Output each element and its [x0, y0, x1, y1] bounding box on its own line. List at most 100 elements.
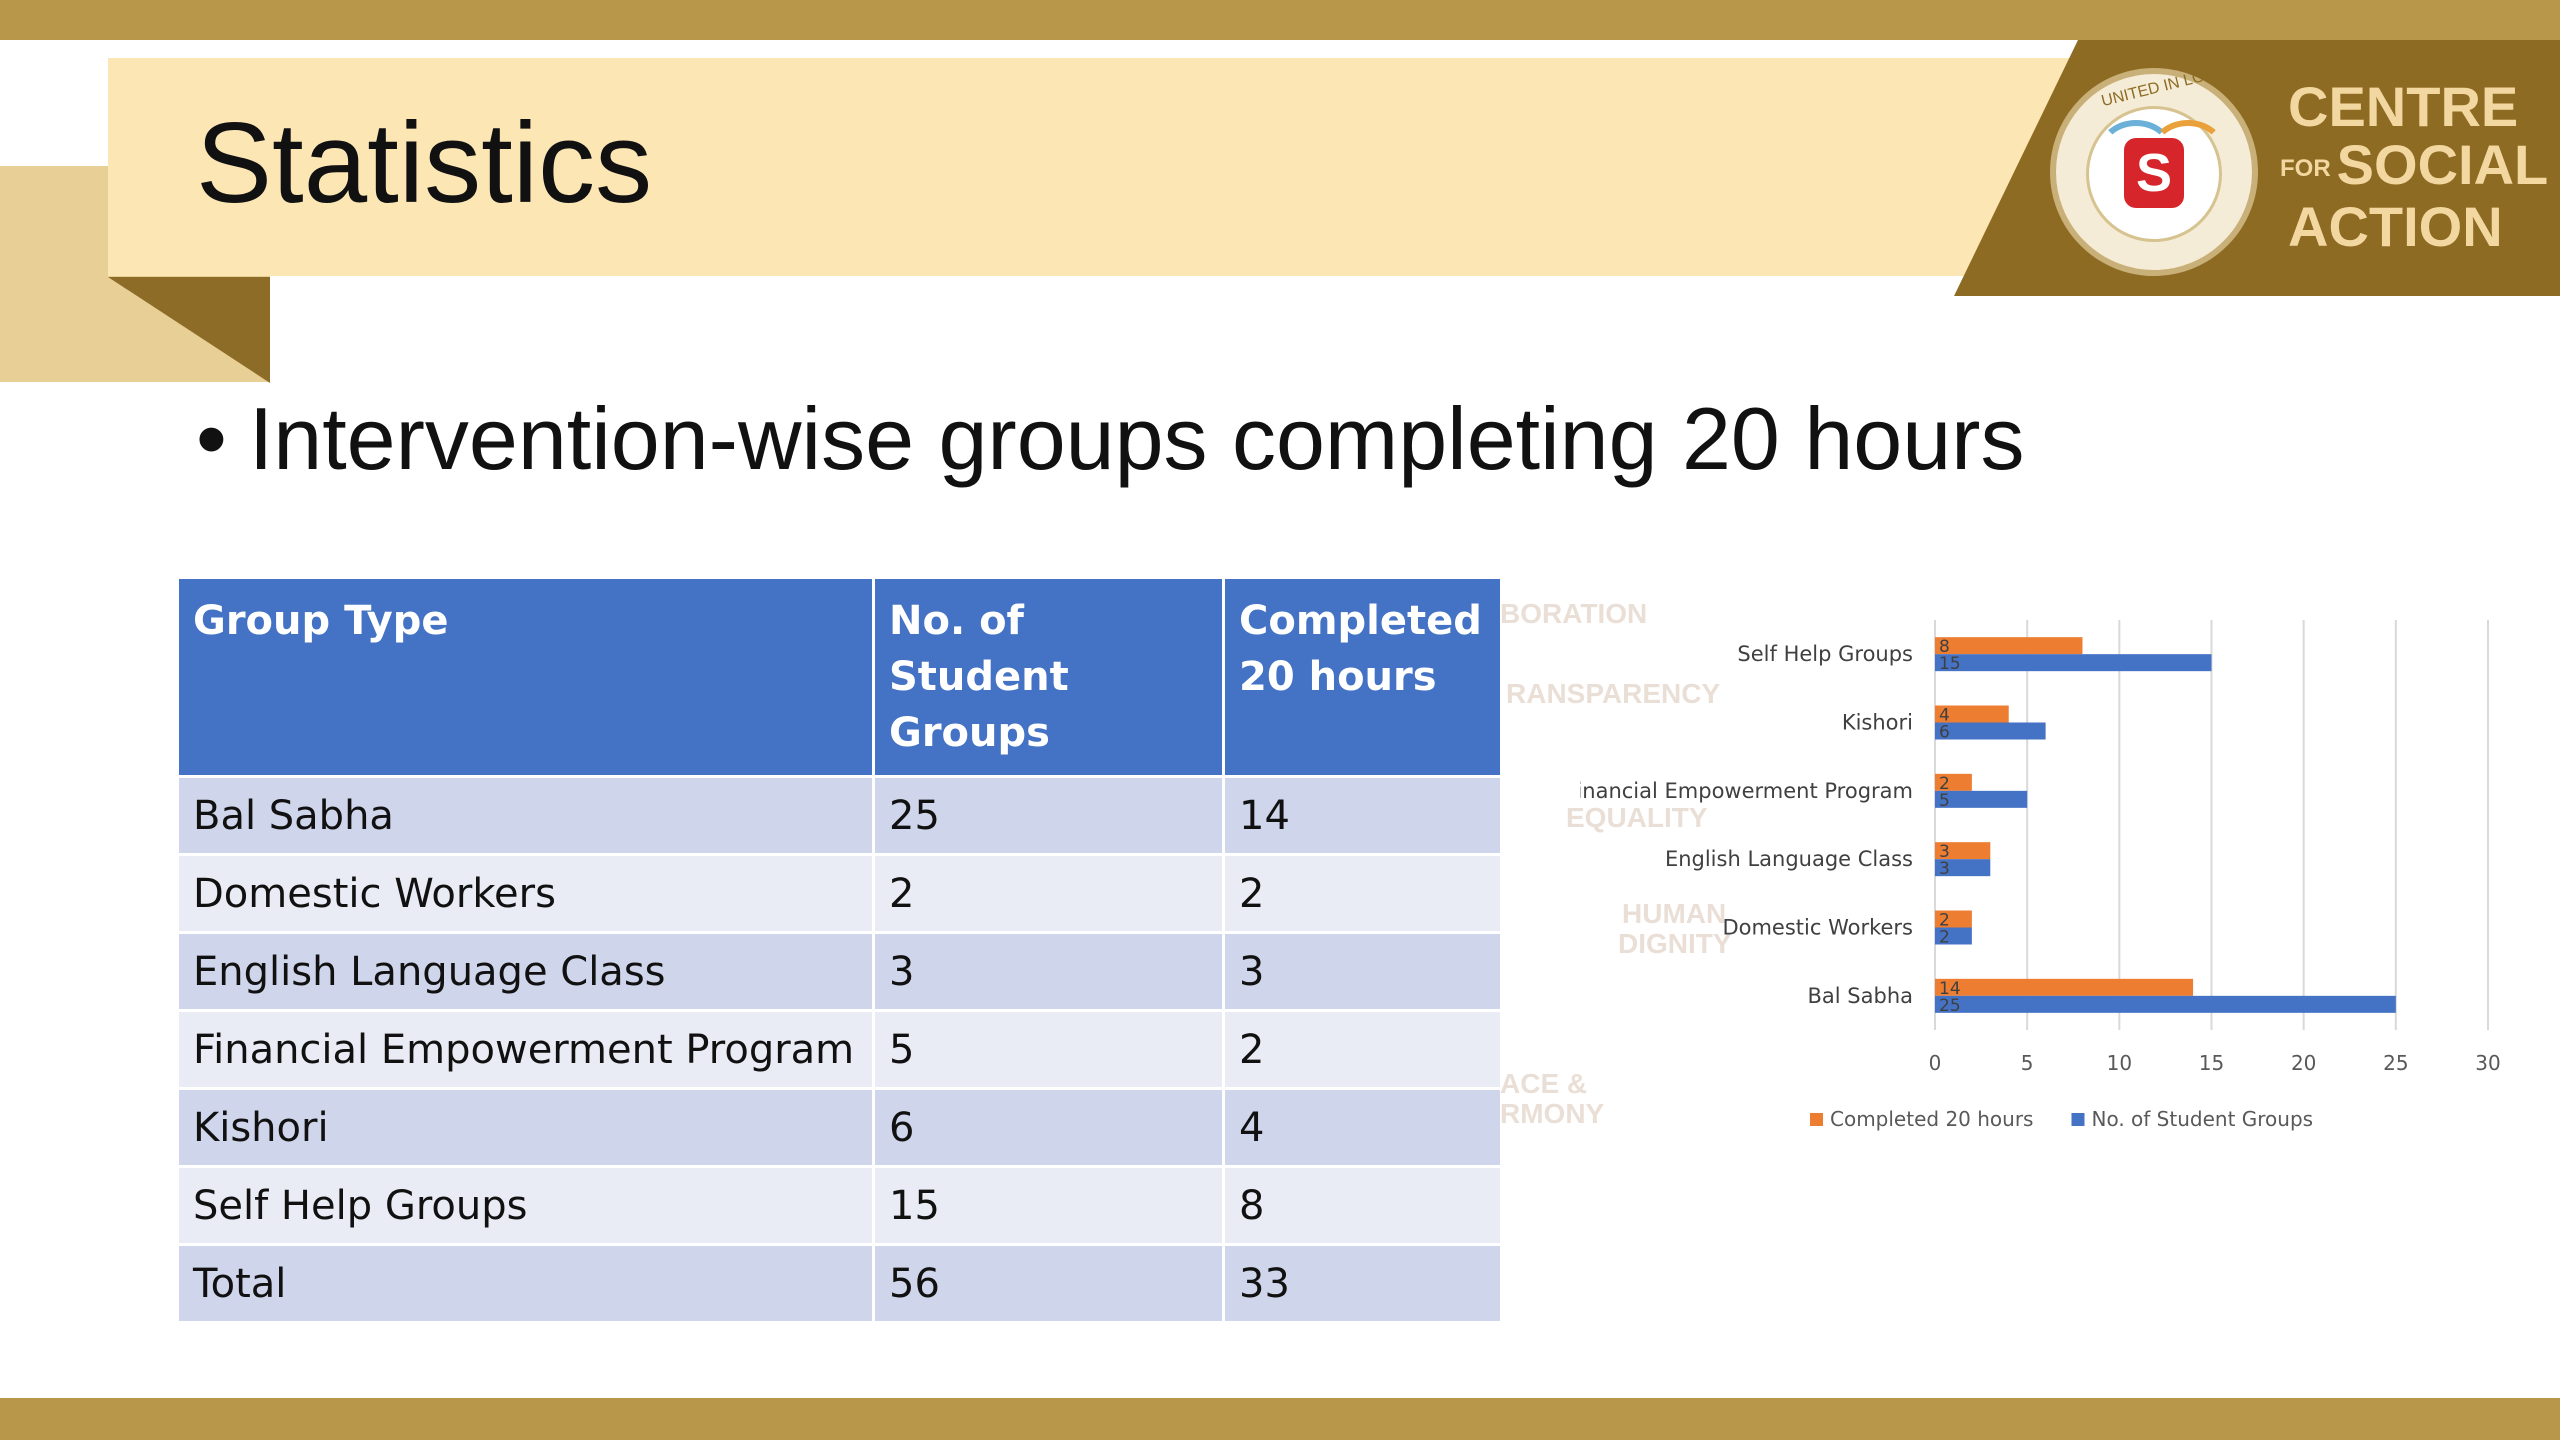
cell-student-groups: 5	[875, 1012, 1222, 1087]
bar	[1935, 773, 1972, 791]
table-row: Financial Empowerment Program 5 2	[179, 1012, 1500, 1087]
cell-completed: 8	[1225, 1168, 1500, 1243]
watermark-word: EQUALITY	[1566, 802, 1708, 833]
bar	[1935, 995, 2396, 1013]
cell-student-groups: 6	[875, 1090, 1222, 1165]
bar-chart: 0 5 10 15 20 25 30 Self Help Groups 8 15 Kishori 4 6…	[1580, 600, 2520, 1160]
cell-group-type: Total	[179, 1246, 872, 1321]
bar	[1935, 654, 2212, 672]
y-category-label: Domestic Workers	[1722, 916, 1913, 940]
brand-line1: CENTRE	[2288, 75, 2519, 138]
cell-student-groups: 56	[875, 1246, 1222, 1321]
data-label: 8	[1939, 637, 1950, 657]
cell-group-type: Self Help Groups	[179, 1168, 872, 1243]
legend-label: No. of Student Groups	[2091, 1107, 2313, 1131]
legend-label: Completed 20 hours	[1830, 1107, 2033, 1131]
x-tick-label: 20	[2291, 1051, 2316, 1075]
logo-heart-right-icon	[2150, 120, 2226, 184]
table-row: Self Help Groups 15 8	[179, 1168, 1500, 1243]
legend-swatch	[1810, 1113, 1823, 1126]
bar	[1935, 927, 1972, 945]
cell-student-groups: 2	[875, 856, 1222, 931]
bottom-decor-bar	[0, 1398, 2560, 1440]
cell-student-groups: 15	[875, 1168, 1222, 1243]
cell-student-groups: 25	[875, 778, 1222, 853]
slide-title: Statistics	[196, 100, 653, 227]
cell-group-type: English Language Class	[179, 934, 872, 1009]
watermark-word: RMONY	[1500, 1098, 1605, 1129]
watermark-word: RANSPARENCY	[1506, 678, 1721, 709]
bar	[1935, 910, 1972, 928]
data-label: 15	[1939, 654, 1961, 674]
cell-completed: 33	[1225, 1246, 1500, 1321]
header-group-type: Group Type	[179, 579, 872, 775]
watermark-word: HUMAN	[1622, 898, 1727, 929]
bar	[1935, 637, 2083, 655]
cell-completed: 2	[1225, 1012, 1500, 1087]
logo-s-icon: S	[2124, 138, 2184, 208]
bullet-item: • Intervention-wise groups completing 20 …	[196, 388, 2024, 490]
data-label: 2	[1939, 774, 1950, 794]
data-label: 3	[1939, 842, 1950, 862]
cell-completed: 4	[1225, 1090, 1500, 1165]
bullet-dot-icon: •	[196, 389, 227, 488]
data-label: 6	[1939, 723, 1950, 743]
y-category-label: Financial Empowerment Program	[1580, 779, 1913, 803]
cell-group-type: Financial Empowerment Program	[179, 1012, 872, 1087]
y-category-label: Bal Sabha	[1808, 984, 1914, 1008]
statistics-table: Group Type No. of Student Groups Complet…	[176, 576, 1503, 1324]
data-label: 5	[1939, 791, 1950, 811]
brand-line2-wrap: FOR SOCIAL	[2280, 136, 2548, 198]
brand-name: CENTRE FOR SOCIAL ACTION	[2280, 78, 2548, 256]
cell-group-type: Kishori	[179, 1090, 872, 1165]
table-row: Domestic Workers 2 2	[179, 856, 1500, 931]
top-decor-bar	[0, 0, 2560, 40]
title-band	[108, 58, 2108, 276]
header-student-groups: No. of Student Groups	[875, 579, 1222, 775]
header-completed: Completed 20 hours	[1225, 579, 1500, 775]
brand-for: FOR	[2280, 155, 2331, 183]
x-tick-label: 15	[2199, 1051, 2224, 1075]
bullet-text: Intervention-wise groups completing 20 h…	[248, 389, 2025, 488]
table-row-total: Total 56 33	[179, 1246, 1500, 1321]
cell-completed: 2	[1225, 856, 1500, 931]
cell-student-groups: 3	[875, 934, 1222, 1009]
data-label: 14	[1939, 979, 1961, 999]
table-row: Bal Sabha 25 14	[179, 778, 1500, 853]
data-label: 25	[1939, 996, 1961, 1016]
x-tick-label: 0	[1929, 1051, 1942, 1075]
bar	[1935, 859, 1991, 877]
watermark-word: DIGNITY	[1618, 928, 1732, 959]
watermark-word: BORATION	[1500, 598, 1648, 629]
background-watermark: BORATION RANSPARENCY EQUALITY HUMAN DIGN…	[1500, 590, 1760, 1150]
logo-heart-left-icon	[2098, 120, 2174, 184]
bar	[1935, 705, 2009, 723]
ribbon-fold	[108, 277, 270, 383]
table-row: English Language Class 3 3	[179, 934, 1500, 1009]
cell-group-type: Bal Sabha	[179, 778, 872, 853]
x-tick-label: 10	[2107, 1051, 2132, 1075]
x-tick-label: 25	[2383, 1051, 2408, 1075]
y-category-label: Kishori	[1842, 711, 1913, 735]
bar	[1935, 978, 2194, 996]
data-label: 3	[1939, 859, 1950, 879]
table-row: Kishori 6 4	[179, 1090, 1500, 1165]
cell-group-type: Domestic Workers	[179, 856, 872, 931]
data-label: 2	[1939, 911, 1950, 931]
x-tick-label: 5	[2021, 1051, 2034, 1075]
y-category-label: English Language Class	[1665, 847, 1913, 871]
brand-line3: ACTION	[2288, 195, 2503, 259]
bar	[1935, 842, 1991, 860]
cell-completed: 3	[1225, 934, 1500, 1009]
x-tick-label: 30	[2475, 1051, 2500, 1075]
y-category-label: Self Help Groups	[1737, 642, 1913, 666]
legend-swatch	[2071, 1113, 2085, 1126]
table-header-row: Group Type No. of Student Groups Complet…	[179, 579, 1500, 775]
data-label: 2	[1939, 928, 1950, 948]
bar	[1935, 722, 2046, 740]
data-label: 4	[1939, 706, 1950, 726]
brand-line2: SOCIAL	[2336, 133, 2549, 196]
watermark-word: ACE &	[1500, 1068, 1588, 1099]
cell-completed: 14	[1225, 778, 1500, 853]
